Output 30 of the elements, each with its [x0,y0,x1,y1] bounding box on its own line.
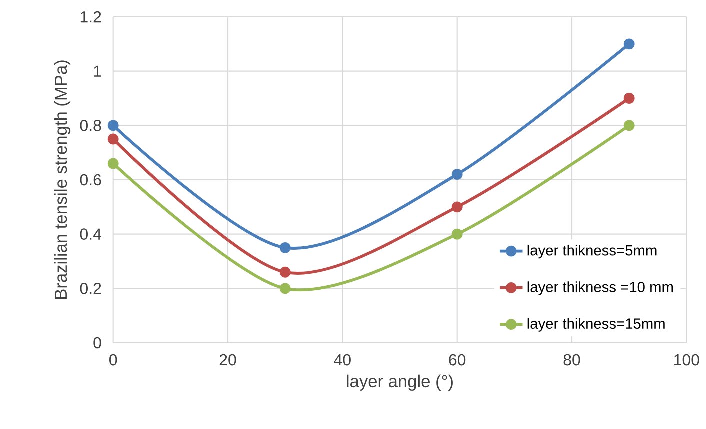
x-tick-label: 100 [674,354,700,366]
point [108,158,119,170]
point [452,169,463,180]
x-tick-label: 0 [110,354,118,366]
y-tick-label: 0.2 [80,283,102,294]
point [624,38,635,50]
x-axis-title: layer angle (°) [347,374,453,392]
point [108,134,119,145]
point [624,93,635,104]
y-tick-label: 0 [94,337,102,349]
point [280,266,291,278]
x-tick-label: 40 [334,354,351,366]
x-tick-label: 60 [449,354,466,366]
y-axis-title: Brazilian tensile strength (MPa) [54,60,71,299]
legend-label: layer thikness=5mm [528,245,657,259]
legend-label: layer thikness =10 mm [528,282,674,296]
point [452,228,463,240]
x-tick-label: 80 [564,354,580,366]
point [280,242,291,254]
x-tick-label: 20 [220,354,236,366]
y-tick-label: 0.6 [80,174,102,186]
legend-label: layer thikness=15mm [528,318,665,332]
y-tick-label: 1.2 [80,11,102,23]
y-tick-label: 1 [94,66,102,77]
point [452,202,463,213]
point [280,283,291,294]
point [108,120,119,132]
point [624,120,635,132]
y-tick-label: 0.4 [80,228,102,240]
y-tick-label: 0.8 [80,120,102,132]
